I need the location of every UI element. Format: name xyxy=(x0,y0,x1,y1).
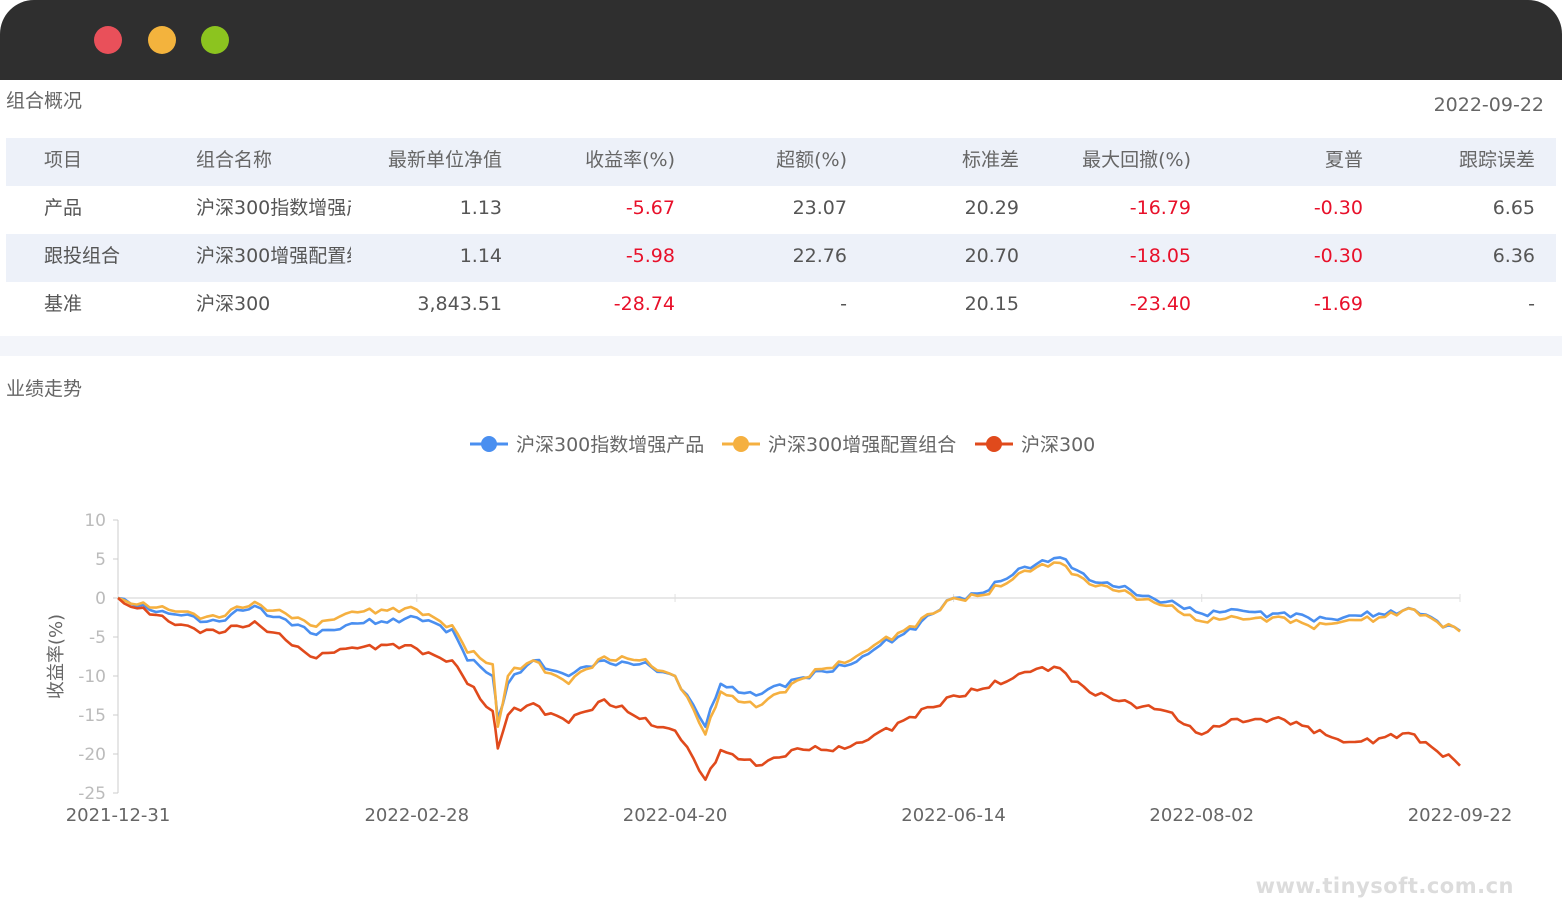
performance-line-chart: 10 5 0 -5 -10 -15 -20 -25 收益率(%) 2021-12-31 2022-0… xyxy=(46,434,1513,826)
section-divider xyxy=(0,336,1562,356)
x-tick-label: 2022-02-28 xyxy=(364,805,469,826)
max-drawdown-cell: -16.79 xyxy=(1129,197,1191,219)
max-drawdown-cell: -18.05 xyxy=(1129,245,1191,267)
std-cell: 20.29 xyxy=(964,197,1019,219)
std-cell: 20.15 xyxy=(964,293,1019,315)
close-window-button[interactable] xyxy=(94,26,122,54)
performance-section-title: 业绩走势 xyxy=(6,378,83,400)
series-line xyxy=(117,561,1461,736)
nav-cell: 1.13 xyxy=(459,197,502,219)
column-header[interactable]: 项目 xyxy=(44,149,83,171)
column-header[interactable]: 夏普 xyxy=(1324,149,1363,171)
series-line xyxy=(117,556,1461,728)
nav-cell: 1.14 xyxy=(459,245,502,267)
excess-cell: 23.07 xyxy=(792,197,847,219)
return-cell: -5.67 xyxy=(625,197,675,219)
excess-cell: 22.76 xyxy=(792,245,847,267)
sharpe-cell: -0.30 xyxy=(1313,245,1363,267)
sharpe-cell: -0.30 xyxy=(1313,197,1363,219)
std-cell: 20.70 xyxy=(964,245,1019,267)
portfolio-name-cell: 沪深300 xyxy=(196,293,271,315)
table-row[interactable]: 跟投组合 沪深300增强配置组合 1.14 -5.98 22.76 20.70 … xyxy=(6,234,1556,282)
item-cell: 产品 xyxy=(44,197,83,219)
column-header[interactable]: 跟踪误差 xyxy=(1458,149,1535,171)
y-tick-label: -15 xyxy=(78,706,106,726)
legend-label: 沪深300增强配置组合 xyxy=(768,434,956,456)
x-tick-label: 2022-08-02 xyxy=(1149,805,1254,826)
x-tick-label: 2021-12-31 xyxy=(66,805,171,826)
column-header[interactable]: 最大回撤(%) xyxy=(1082,149,1191,171)
portfolio-name-cell: 沪深300指数增强产品 xyxy=(196,197,351,219)
item-cell: 跟投组合 xyxy=(44,245,121,267)
watermark-text: www.tinysoft.com.cn xyxy=(1255,874,1514,898)
legend-marker xyxy=(733,436,749,452)
tracking-error-cell: 6.65 xyxy=(1492,197,1535,219)
report-date: 2022-09-22 xyxy=(1433,94,1544,116)
tracking-error-cell: - xyxy=(1528,293,1535,315)
max-drawdown-cell: -23.40 xyxy=(1129,293,1191,315)
y-tick-label: 0 xyxy=(95,589,106,609)
nav-cell: 3,843.51 xyxy=(417,293,502,315)
y-tick-label: 10 xyxy=(84,511,106,531)
y-tick-label: -5 xyxy=(89,628,106,648)
overview-section-title: 组合概况 xyxy=(6,90,83,112)
excess-cell: - xyxy=(840,293,847,315)
table-header-row: 项目 组合名称 最新单位净值 收益率(%) 超额(%) 标准差 最大回撤(%) … xyxy=(6,138,1556,186)
column-header[interactable]: 超额(%) xyxy=(776,149,847,171)
tracking-error-cell: 6.36 xyxy=(1492,245,1535,267)
return-cell: -28.74 xyxy=(613,293,675,315)
column-header[interactable]: 标准差 xyxy=(961,149,1019,171)
y-axis-label: 收益率(%) xyxy=(46,614,67,699)
legend-marker xyxy=(986,436,1002,452)
y-tick-label: -25 xyxy=(78,784,106,804)
portfolio-name-cell: 沪深300增强配置组合 xyxy=(196,245,351,267)
table-row[interactable]: 基准 沪深300 3,843.51 -28.74 - 20.15 -23.40 … xyxy=(6,282,1556,330)
return-cell: -5.98 xyxy=(625,245,675,267)
legend-label: 沪深300 xyxy=(1021,434,1095,456)
x-tick-label: 2022-04-20 xyxy=(623,805,728,826)
x-tick-label: 2022-09-22 xyxy=(1408,805,1513,826)
table-row[interactable]: 产品 沪深300指数增强产品 1.13 -5.67 23.07 20.29 -1… xyxy=(6,186,1556,234)
y-tick-label: -20 xyxy=(78,745,106,765)
column-header[interactable]: 收益率(%) xyxy=(585,149,675,171)
sharpe-cell: -1.69 xyxy=(1313,293,1363,315)
y-tick-label: 5 xyxy=(95,550,106,570)
minimize-window-button[interactable] xyxy=(148,26,176,54)
y-tick-label: -10 xyxy=(78,667,106,687)
window-titlebar xyxy=(0,0,1562,80)
column-header[interactable]: 组合名称 xyxy=(196,149,273,171)
column-header[interactable]: 最新单位净值 xyxy=(387,149,502,171)
x-tick-label: 2022-06-14 xyxy=(901,805,1006,826)
series-line xyxy=(117,597,1461,781)
item-cell: 基准 xyxy=(44,293,83,315)
maximize-window-button[interactable] xyxy=(201,26,229,54)
legend-label: 沪深300指数增强产品 xyxy=(516,434,704,456)
legend-marker xyxy=(481,436,497,452)
overview-table: 项目 组合名称 最新单位净值 收益率(%) 超额(%) 标准差 最大回撤(%) … xyxy=(6,138,1556,330)
